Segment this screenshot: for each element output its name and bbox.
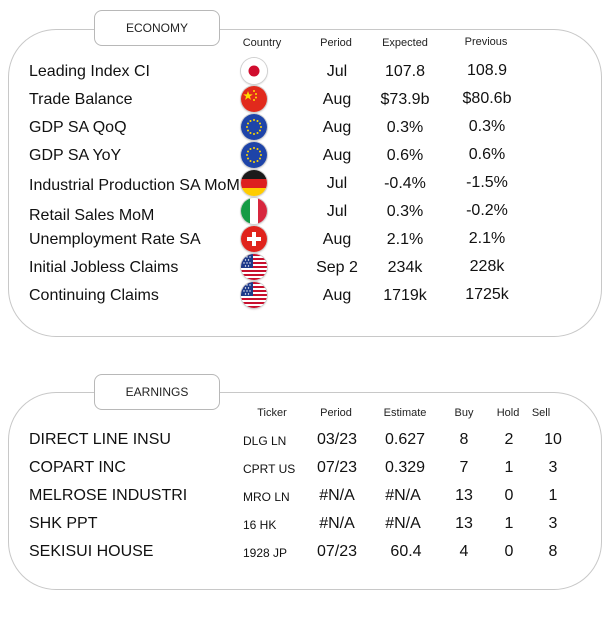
economy-row-expected: 2.1% [386, 231, 424, 248]
economy-row-previous: -0.2% [466, 202, 508, 219]
earnings-row-company: COPART INC [29, 459, 126, 476]
economy-row-period: Sep 2 [316, 259, 358, 276]
earnings-row-hold: 2 [504, 431, 514, 448]
economy-row-previous: $80.6b [462, 90, 512, 107]
economy-header-previous: Previous [464, 36, 508, 48]
economy-row-previous: 0.3% [468, 118, 506, 135]
earnings-header-estimate: Estimate [383, 407, 427, 419]
earnings-section-title: EARNINGS [94, 374, 220, 410]
economy-row-period: Aug [322, 147, 352, 164]
earnings-row-sell: 10 [544, 431, 562, 448]
earnings-header-period: Period [320, 407, 352, 419]
china-flag-icon [241, 86, 267, 112]
economy-panel [8, 29, 602, 337]
earnings-row-hold: 1 [504, 459, 514, 476]
earnings-row-ticker: CPRT US [243, 462, 296, 476]
earnings-row-buy: 8 [459, 431, 469, 448]
eu-flag-icon [241, 142, 267, 168]
earnings-row-estimate: 0.329 [384, 459, 426, 476]
earnings-row-hold: 0 [504, 543, 514, 560]
economy-header-country: Country [242, 37, 282, 49]
economy-row-period: Aug [322, 91, 352, 108]
economy-row-expected: $73.9b [380, 91, 430, 108]
economy-row-period: Aug [322, 119, 352, 136]
earnings-row-sell: 8 [548, 543, 558, 560]
economy-row-previous: 0.6% [468, 146, 506, 163]
earnings-row-estimate: 60.4 [390, 543, 422, 560]
economy-row-expected: 107.8 [384, 63, 426, 80]
earnings-row-ticker: 1928 JP [243, 546, 288, 560]
earnings-row-hold: 1 [504, 515, 514, 532]
economy-row-indicator: Initial Jobless Claims [29, 259, 179, 276]
economy-row-period: Jul [326, 203, 348, 220]
earnings-panel [8, 392, 602, 590]
earnings-row-ticker: DLG LN [243, 434, 287, 448]
economy-row-indicator: GDP SA YoY [29, 147, 122, 164]
earnings-row-buy: 4 [459, 543, 469, 560]
earnings-row-estimate: #N/A [385, 487, 421, 504]
economy-row-previous: -1.5% [466, 174, 508, 191]
earnings-row-ticker: 16 HK [243, 518, 277, 532]
earnings-row-sell: 3 [548, 515, 558, 532]
economy-row-previous: 1725k [465, 286, 509, 303]
earnings-row-period: 07/23 [316, 543, 358, 560]
economy-row-indicator: Leading Index CI [29, 63, 150, 80]
economy-section-title: ECONOMY [94, 10, 220, 46]
economy-row-period: Aug [322, 287, 352, 304]
economy-row-expected: -0.4% [384, 175, 426, 192]
usa-flag-icon [241, 282, 267, 308]
earnings-row-sell: 3 [548, 459, 558, 476]
earnings-row-period: 07/23 [316, 459, 358, 476]
economy-row-indicator: Continuing Claims [29, 287, 159, 304]
economy-row-expected: 1719k [383, 287, 427, 304]
germany-flag-icon [241, 170, 267, 196]
earnings-row-company: DIRECT LINE INSU [29, 431, 171, 448]
economy-row-expected: 234k [387, 259, 423, 276]
economy-row-indicator: Industrial Production SA MoM [29, 177, 240, 194]
economy-row-previous: 108.9 [466, 62, 508, 79]
italy-flag-icon [241, 198, 267, 224]
economy-row-period: Jul [326, 175, 348, 192]
economy-row-period: Jul [326, 63, 348, 80]
usa-flag-icon [241, 254, 267, 280]
earnings-row-period: 03/23 [316, 431, 358, 448]
earnings-row-ticker: MRO LN [243, 490, 290, 504]
eu-flag-icon [241, 114, 267, 140]
economy-row-period: Aug [322, 231, 352, 248]
earnings-row-hold: 0 [504, 487, 514, 504]
earnings-row-period: #N/A [319, 515, 355, 532]
economy-row-indicator: Retail Sales MoM [29, 207, 155, 224]
switzerland-flag-icon [241, 226, 267, 252]
economy-header-expected: Expected [382, 37, 428, 49]
earnings-row-buy: 13 [455, 515, 473, 532]
earnings-row-company: MELROSE INDUSTRI [29, 487, 188, 504]
economy-row-indicator: GDP SA QoQ [29, 119, 127, 136]
earnings-row-company: SHK PPT [29, 515, 98, 532]
economy-row-expected: 0.3% [386, 119, 424, 136]
economy-row-indicator: Unemployment Rate SA [29, 231, 201, 248]
economy-row-expected: 0.3% [386, 203, 424, 220]
earnings-header-hold: Hold [496, 407, 520, 419]
economy-row-expected: 0.6% [386, 147, 424, 164]
earnings-row-buy: 13 [455, 487, 473, 504]
japan-flag-icon [241, 58, 267, 84]
earnings-row-period: #N/A [319, 487, 355, 504]
earnings-row-estimate: #N/A [385, 515, 421, 532]
economy-header-period: Period [320, 37, 352, 49]
earnings-row-sell: 1 [548, 487, 558, 504]
earnings-header-sell: Sell [531, 407, 551, 419]
earnings-header-ticker: Ticker [257, 407, 287, 419]
economy-row-indicator: Trade Balance [29, 91, 133, 108]
earnings-row-buy: 7 [459, 459, 469, 476]
economy-row-previous: 2.1% [468, 230, 506, 247]
earnings-row-company: SEKISUI HOUSE [29, 543, 154, 560]
earnings-header-buy: Buy [454, 407, 474, 419]
earnings-row-estimate: 0.627 [384, 431, 426, 448]
economy-row-previous: 228k [469, 258, 505, 275]
